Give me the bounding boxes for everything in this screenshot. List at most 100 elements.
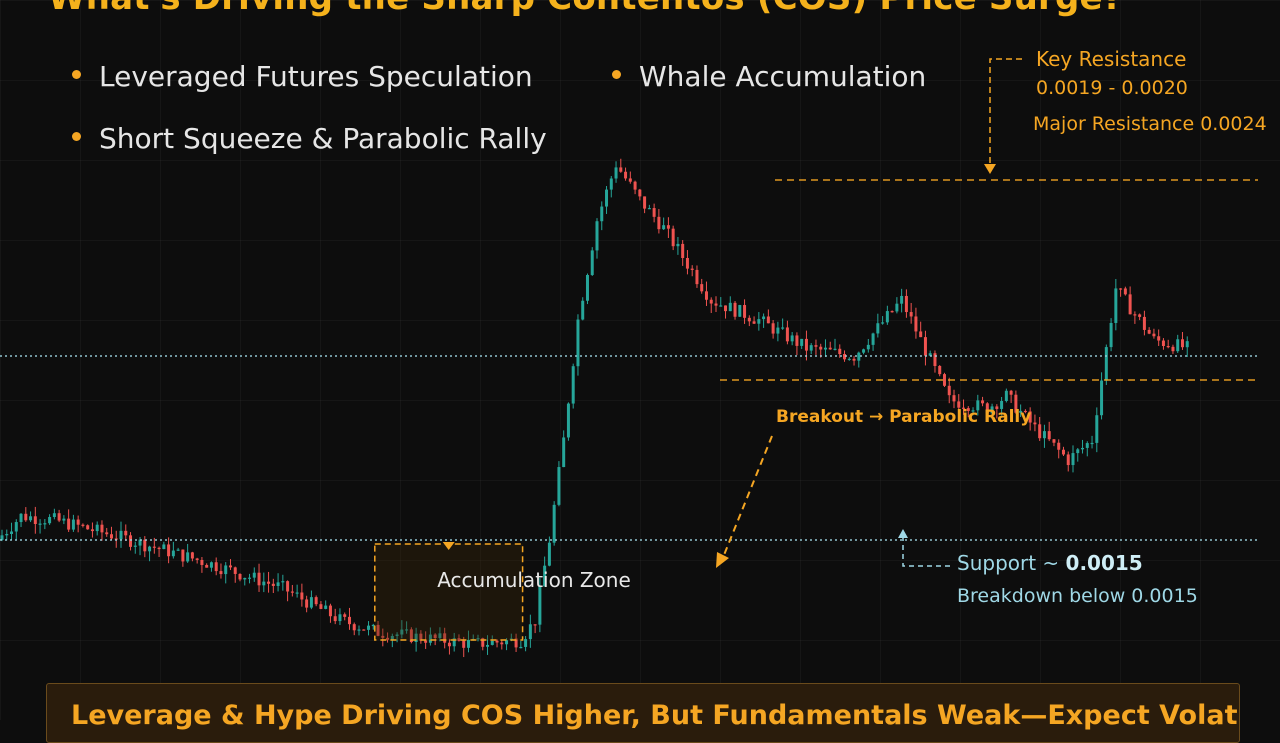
candle-body [347,616,351,625]
candle-body [43,523,47,525]
candle-body [995,406,999,409]
candle-body [324,605,328,609]
candle-body [152,546,156,548]
candle-body [585,274,589,301]
candle-body [747,317,751,322]
candle-body [633,181,637,190]
candle-body [638,189,642,197]
candle-body [19,513,23,523]
candle-body [814,345,818,347]
candle-body [290,591,294,593]
candle-body [1109,322,1113,348]
candle-body [133,545,137,547]
candle-body [1066,454,1070,466]
candle-body [547,542,551,566]
candle-body [876,323,880,334]
candle-body [785,327,789,342]
candle-body [981,400,985,404]
candle-body [624,171,628,179]
candle-body [1100,380,1104,416]
candle-body [676,243,680,247]
candle-body [271,583,275,586]
candle-body [933,353,937,366]
candle-body [533,624,537,626]
candle-body [1028,411,1032,423]
candle-body [1161,340,1165,347]
candle-body [10,531,14,534]
candle-body [171,550,175,557]
candle-body [381,635,385,638]
candle-body [942,374,946,386]
candle-body [1123,288,1127,295]
candle-body [1090,442,1094,445]
candle-body [52,513,56,518]
candle-body [33,516,37,525]
candle-body [1000,401,1004,409]
candle-body [257,572,261,586]
support-value: 0.0015 [1065,551,1143,575]
candle-body [405,629,409,631]
candle-body [428,634,432,643]
candle-body [800,338,804,346]
candle-body [752,321,756,324]
candle-body [24,513,28,521]
candle-body [457,638,461,641]
candle-body [900,295,904,304]
candle-body [476,638,480,640]
key-resistance-arrow-icon [984,164,996,174]
candle-body [524,639,528,647]
candle-body [1152,333,1156,337]
candle-body [566,403,570,438]
candle-body [1004,390,1008,402]
candle-body [671,228,675,247]
candle-body [38,523,42,525]
candle-body [1147,329,1151,334]
candle-body [952,395,956,402]
candle-body [1180,339,1184,348]
candle-body [766,316,770,324]
candle-body [1128,294,1132,315]
candle-body [847,358,851,361]
candle-body [395,634,399,636]
candle-body [538,586,542,625]
candle-body [804,338,808,351]
candle-body [1085,443,1089,448]
bullet-dot-icon [72,131,81,141]
candle-body [309,597,313,608]
candle-body [595,221,599,251]
candle-body [990,406,994,414]
candle-body [776,327,780,334]
candle-body [757,319,761,324]
candle-body [852,358,856,361]
breakout-arrow-icon [716,552,729,568]
candle-body [1119,288,1123,290]
candle-body [985,403,989,414]
candle-body [885,311,889,323]
support-arrow-icon [898,529,908,538]
candle-body [1033,422,1037,425]
key-resistance-title: Key Resistance [1036,47,1187,71]
candle-body [1095,415,1099,443]
candle-body [466,639,470,648]
candle-body [890,311,894,313]
candle-body [619,167,623,172]
candle-body [600,206,604,222]
candle-body [238,573,242,580]
candle-body [362,629,366,631]
support-connector [902,536,950,567]
candle-body [438,633,442,639]
breakout-arrow-line [721,435,773,561]
candle-body [200,559,204,565]
candle-body [29,516,33,521]
candle-body [195,558,199,560]
candle-body [376,624,380,636]
candle-body [386,637,390,640]
candle-body [866,344,870,350]
candle-body [966,408,970,411]
key-resistance-range: 0.0019 - 0.0020 [1036,77,1188,99]
candle-body [5,533,9,536]
bullet-whale-accumulation: Whale Accumulation [612,60,926,93]
candle-body [481,638,485,647]
candle-body [1166,346,1170,348]
candle-body [486,644,490,647]
